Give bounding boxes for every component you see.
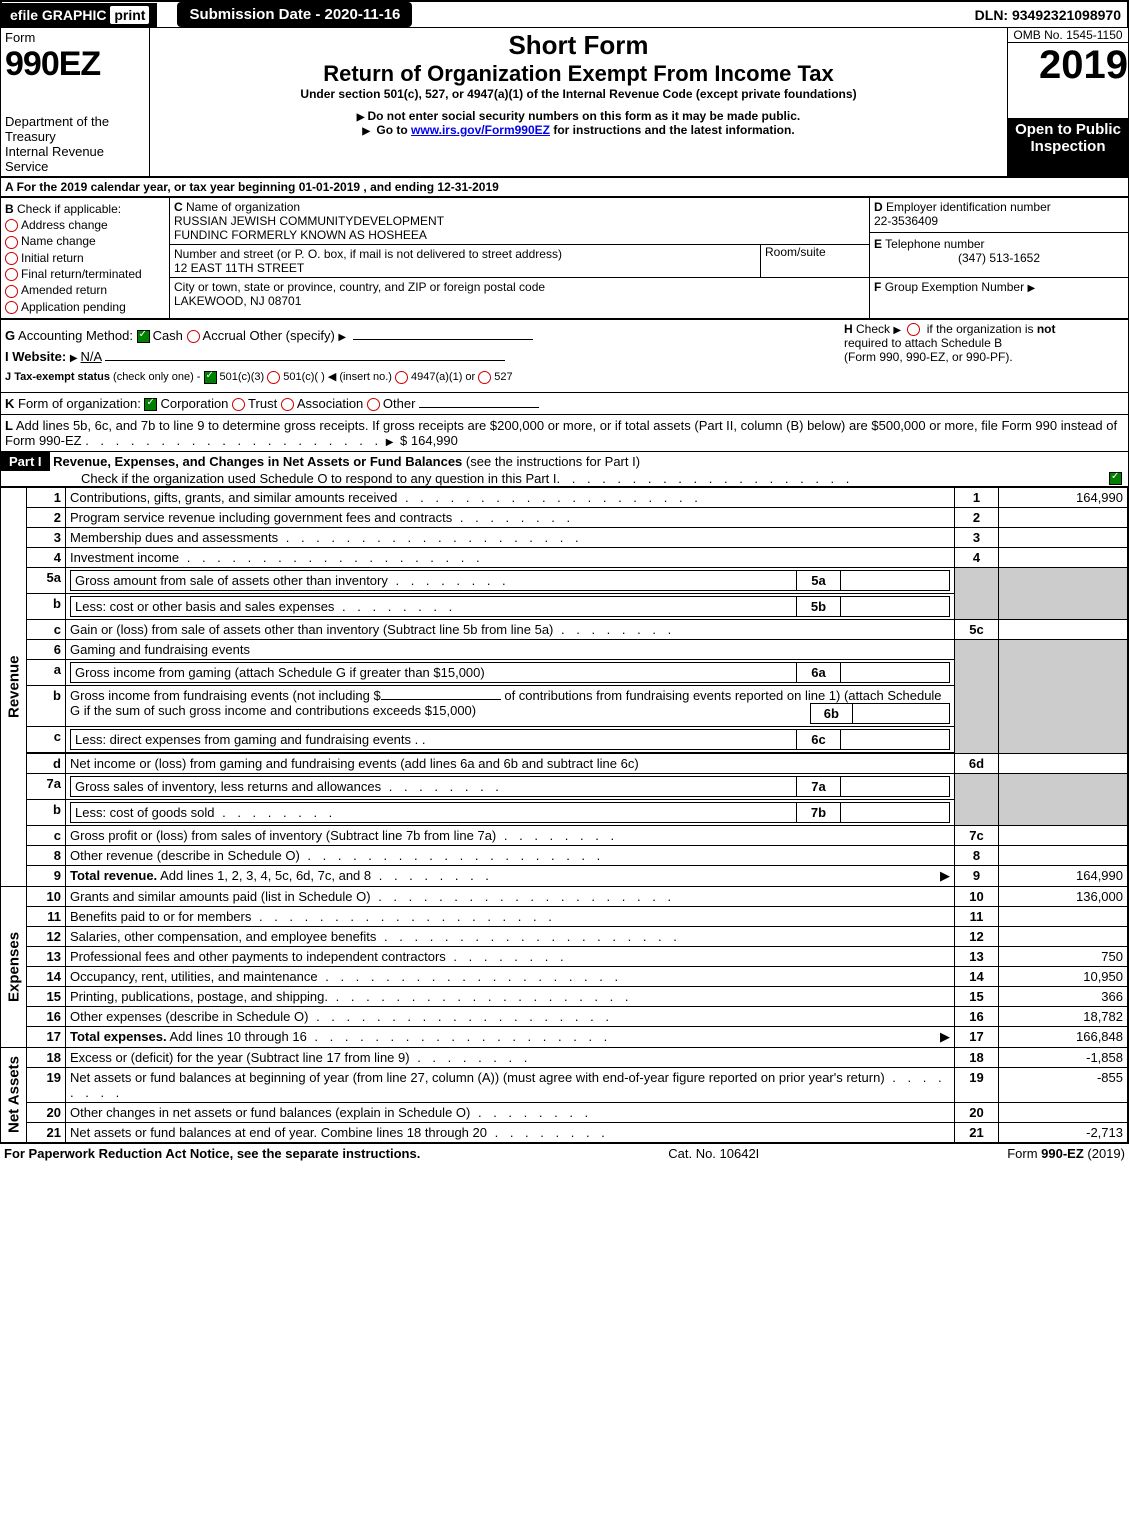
status-table: G Accounting Method: Cash Accrual Other … — [0, 319, 1129, 393]
org-name-1: RUSSIAN JEWISH COMMUNITYDEVELOPMENT — [174, 214, 444, 228]
submission-date: Submission Date - 2020-11-16 — [177, 2, 412, 27]
line-7c-value — [999, 825, 1129, 845]
line-21-value: -2,713 — [999, 1122, 1129, 1142]
527-checkbox[interactable] — [478, 371, 491, 384]
association-checkbox[interactable] — [281, 398, 294, 411]
form-label: Form — [5, 30, 145, 45]
line-5c-value — [999, 619, 1129, 639]
short-form-title: Short Form — [154, 30, 1003, 61]
schedule-b-checkbox[interactable] — [907, 323, 920, 336]
line-2-value — [999, 507, 1129, 527]
org-name-2: FUNDINC FORMERLY KNOWN AS HOSHEEA — [174, 228, 427, 242]
line-9-value: 164,990 — [999, 865, 1129, 886]
city-value: LAKEWOOD, NJ 08701 — [174, 294, 301, 308]
application-pending-checkbox[interactable] — [5, 301, 18, 314]
line-18-value: -1,858 — [999, 1047, 1129, 1067]
line-8-value — [999, 845, 1129, 865]
irs-link[interactable]: www.irs.gov/Form990EZ — [411, 123, 550, 137]
entity-info-table: B Check if applicable: Address change Na… — [0, 197, 1129, 319]
line-20-value — [999, 1102, 1129, 1122]
line-10-value: 136,000 — [999, 886, 1129, 906]
trust-checkbox[interactable] — [232, 398, 245, 411]
line-14-value: 10,950 — [999, 966, 1129, 986]
line-19-value: -855 — [999, 1067, 1129, 1102]
form-number: 990EZ — [5, 45, 145, 84]
4947-checkbox[interactable] — [395, 371, 408, 384]
section-k: K Form of organization: Corporation Trus… — [0, 393, 1129, 415]
efile-graphic-label: efile GRAPHIC print — [2, 3, 157, 27]
address-change-checkbox[interactable] — [5, 219, 18, 232]
line-6d-value — [999, 753, 1129, 773]
lines-table: Revenue 1 Contributions, gifts, grants, … — [0, 487, 1129, 1143]
note-ssn: Do not enter social security numbers on … — [154, 109, 1003, 123]
paperwork-notice: For Paperwork Reduction Act Notice, see … — [4, 1146, 420, 1161]
line-17-value: 166,848 — [999, 1026, 1129, 1047]
line-1-value: 164,990 — [999, 487, 1129, 507]
net-assets-section-label: Net Assets — [1, 1047, 27, 1142]
part-1-header: Part I Revenue, Expenses, and Changes in… — [0, 452, 1129, 487]
street-value: 12 EAST 11TH STREET — [174, 261, 304, 275]
website-value: N/A — [81, 349, 102, 364]
gross-receipts-value: $ 164,990 — [400, 433, 458, 448]
line-11-value — [999, 906, 1129, 926]
revenue-section-label: Revenue — [1, 487, 27, 886]
line-12-value — [999, 926, 1129, 946]
other-org-checkbox[interactable] — [367, 398, 380, 411]
top-bar: efile GRAPHIC print Submission Date - 20… — [0, 0, 1129, 27]
corporation-checkbox[interactable] — [144, 398, 157, 411]
phone-value: (347) 513-1652 — [874, 251, 1124, 265]
subtitle: Under section 501(c), 527, or 4947(a)(1)… — [154, 87, 1003, 101]
form-header-table: Form 990EZ Department of the Treasury In… — [0, 27, 1129, 177]
schedule-o-checkbox[interactable] — [1109, 472, 1122, 485]
accrual-checkbox[interactable] — [187, 330, 200, 343]
line-13-value: 750 — [999, 946, 1129, 966]
omb-number: OMB No. 1545-1150 — [1008, 28, 1128, 43]
501c3-checkbox[interactable] — [204, 371, 217, 384]
tax-year: 2019 — [1008, 43, 1128, 88]
note-goto: Go to www.irs.gov/Form990EZ for instruct… — [154, 123, 1003, 137]
line-4-value — [999, 547, 1129, 567]
cash-checkbox[interactable] — [137, 330, 150, 343]
expenses-section-label: Expenses — [1, 886, 27, 1047]
final-return-checkbox[interactable] — [5, 268, 18, 281]
dept-treasury: Department of the Treasury — [5, 114, 145, 144]
cat-number: Cat. No. 10642I — [668, 1146, 759, 1161]
page-footer: For Paperwork Reduction Act Notice, see … — [0, 1143, 1129, 1163]
section-a-tax-year: A For the 2019 calendar year, or tax yea… — [0, 177, 1129, 197]
irs-label: Internal Revenue Service — [5, 144, 145, 174]
return-title: Return of Organization Exempt From Incom… — [154, 61, 1003, 87]
print-button[interactable]: print — [110, 6, 149, 24]
section-l: L Add lines 5b, 6c, and 7b to line 9 to … — [0, 415, 1129, 452]
initial-return-checkbox[interactable] — [5, 252, 18, 265]
form-footer-id: Form 990-EZ (2019) — [1007, 1146, 1125, 1161]
line-16-value: 18,782 — [999, 1006, 1129, 1026]
ein-value: 22-3536409 — [874, 214, 938, 228]
501c-checkbox[interactable] — [267, 371, 280, 384]
line-3-value — [999, 527, 1129, 547]
open-public-inspection: Open to Public Inspection — [1008, 118, 1129, 176]
amended-return-checkbox[interactable] — [5, 285, 18, 298]
line-15-value: 366 — [999, 986, 1129, 1006]
name-change-checkbox[interactable] — [5, 236, 18, 249]
dln: DLN: 93492321098970 — [975, 7, 1127, 23]
